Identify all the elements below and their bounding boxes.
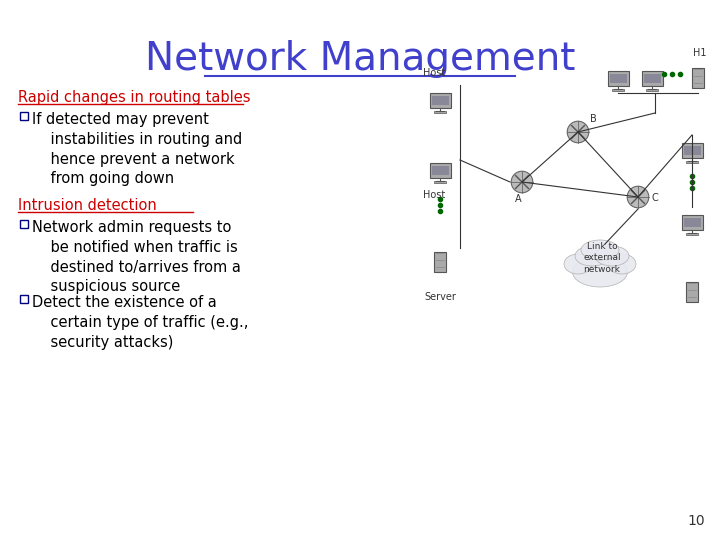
FancyBboxPatch shape (431, 165, 449, 174)
Text: Rapid changes in routing tables: Rapid changes in routing tables (18, 90, 251, 105)
Text: C: C (651, 193, 658, 203)
Text: Link to
external
network: Link to external network (583, 242, 621, 274)
FancyBboxPatch shape (610, 73, 626, 83)
FancyBboxPatch shape (683, 218, 701, 226)
FancyBboxPatch shape (434, 111, 446, 113)
Text: If detected may prevent
    instabilities in routing and
    hence prevent a net: If detected may prevent instabilities in… (32, 112, 242, 186)
FancyBboxPatch shape (433, 252, 446, 272)
Text: Network admin requests to
    be notified when traffic is
    destined to/arrive: Network admin requests to be notified wh… (32, 220, 241, 294)
Ellipse shape (581, 240, 619, 260)
FancyBboxPatch shape (644, 73, 660, 83)
Text: A: A (515, 194, 521, 204)
Circle shape (567, 121, 589, 143)
FancyBboxPatch shape (686, 233, 698, 235)
Text: H1: H1 (693, 48, 707, 58)
Bar (20, 220, 28, 228)
Text: B: B (590, 114, 597, 124)
Ellipse shape (595, 246, 629, 266)
Circle shape (511, 171, 533, 193)
Text: Intrusion detection: Intrusion detection (18, 198, 157, 213)
Text: 10: 10 (688, 514, 705, 528)
FancyBboxPatch shape (608, 71, 629, 85)
FancyBboxPatch shape (682, 214, 703, 230)
Text: Host: Host (423, 68, 445, 78)
Ellipse shape (575, 246, 609, 266)
FancyBboxPatch shape (692, 68, 704, 88)
FancyBboxPatch shape (642, 71, 662, 85)
FancyBboxPatch shape (683, 145, 701, 154)
Text: Server: Server (424, 292, 456, 302)
FancyBboxPatch shape (682, 143, 703, 158)
FancyBboxPatch shape (431, 96, 449, 105)
Bar (20, 295, 28, 303)
FancyBboxPatch shape (685, 282, 698, 302)
FancyBboxPatch shape (686, 160, 698, 163)
Ellipse shape (608, 254, 636, 274)
Text: Detect the existence of a
    certain type of traffic (e.g.,
    security attack: Detect the existence of a certain type o… (32, 295, 248, 349)
Ellipse shape (572, 257, 628, 287)
Ellipse shape (564, 254, 592, 274)
Text: Host: Host (423, 190, 445, 200)
Circle shape (627, 186, 649, 208)
Text: Network Management: Network Management (145, 40, 575, 78)
Bar (20, 112, 28, 120)
FancyBboxPatch shape (430, 163, 451, 178)
FancyBboxPatch shape (430, 92, 451, 107)
FancyBboxPatch shape (612, 89, 624, 91)
FancyBboxPatch shape (434, 180, 446, 183)
FancyBboxPatch shape (646, 89, 658, 91)
